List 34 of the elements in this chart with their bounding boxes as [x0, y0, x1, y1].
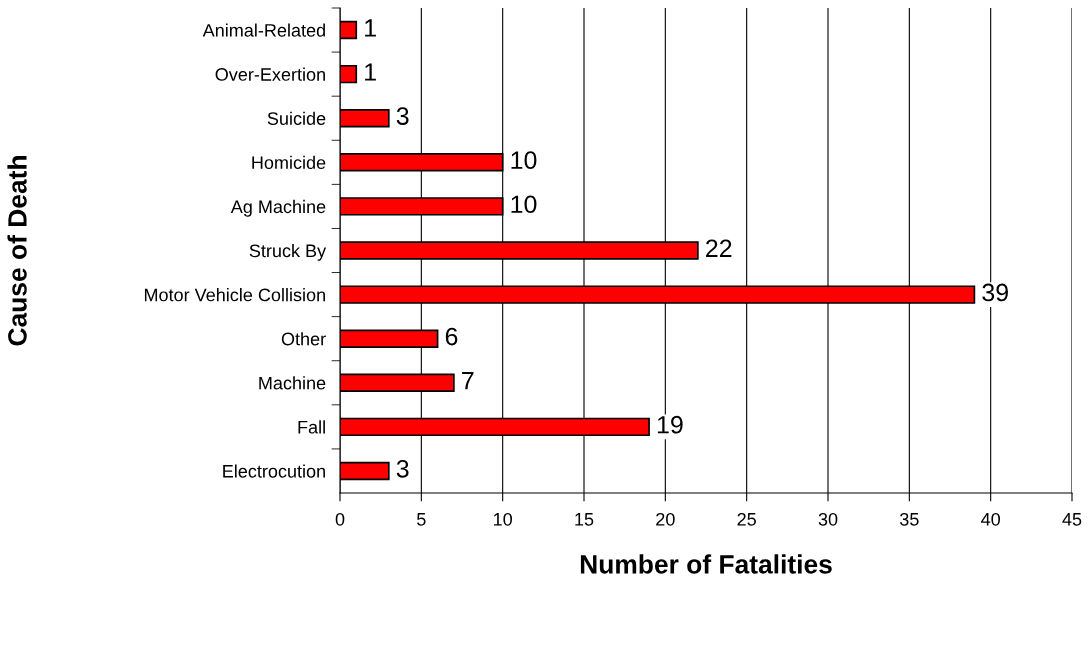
y-tick-label: Motor Vehicle Collision — [144, 288, 325, 302]
x-tick-label: 25 — [737, 512, 756, 526]
data-label: 1 — [365, 19, 376, 37]
data-label: 39 — [982, 283, 1008, 302]
x-tick-label: 0 — [335, 512, 345, 526]
y-tick-label: Struck By — [249, 243, 327, 261]
data-label: 1 — [365, 63, 376, 81]
y-tick-label: Machine — [259, 376, 326, 390]
x-tick-label: 35 — [899, 512, 919, 526]
y-tick-label: Animal-Related — [202, 23, 325, 37]
x-tick-label: 15 — [575, 513, 594, 526]
x-tick-label: 5 — [417, 513, 426, 526]
data-label: 22 — [706, 239, 732, 257]
x-tick-label: 40 — [981, 512, 1000, 526]
x-tick-label: 30 — [818, 512, 838, 526]
x-tick-label: 45 — [1062, 513, 1082, 526]
y-tick-label: Homicide — [252, 155, 326, 170]
data-label: 6 — [445, 327, 458, 346]
data-label: 19 — [657, 415, 683, 434]
data-label: 3 — [396, 459, 409, 478]
data-label: 7 — [462, 372, 474, 390]
y-tick-label: Other — [281, 332, 326, 346]
data-label: 10 — [511, 195, 537, 214]
x-tick-label: 10 — [494, 512, 512, 526]
y-tick-label: Electrocution — [223, 464, 325, 478]
y-tick-label: Over-Exertion — [215, 67, 325, 81]
data-label: 3 — [396, 107, 409, 125]
y-tick-label: Suicide — [267, 111, 326, 125]
data-label: 10 — [511, 151, 537, 170]
x-axis-title: Number of Fatalities — [580, 554, 832, 574]
y-tick-label: Fall — [298, 420, 325, 434]
x-tick-label: 20 — [656, 512, 675, 526]
y-axis-title: Cause of Death — [7, 156, 27, 346]
y-tick-label: Ag Machine — [230, 199, 326, 217]
